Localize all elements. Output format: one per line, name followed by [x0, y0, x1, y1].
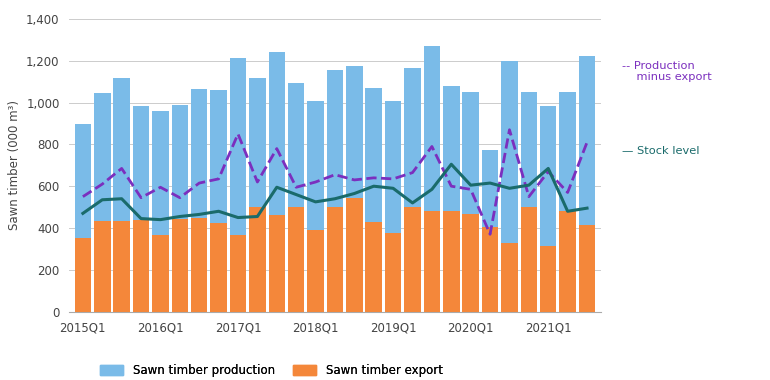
Bar: [132, 106, 149, 312]
Bar: [132, 220, 149, 312]
Bar: [75, 124, 91, 312]
Bar: [559, 211, 576, 312]
Bar: [152, 111, 169, 312]
Bar: [249, 207, 266, 312]
Bar: [443, 86, 460, 312]
Bar: [404, 68, 420, 312]
Bar: [579, 225, 595, 312]
Y-axis label: Sawn timber (000 m³): Sawn timber (000 m³): [8, 100, 21, 230]
Bar: [307, 230, 324, 312]
Bar: [424, 211, 440, 312]
Bar: [307, 100, 324, 312]
Bar: [210, 90, 227, 312]
Bar: [501, 243, 517, 312]
Bar: [424, 46, 440, 312]
Bar: [366, 222, 382, 312]
Bar: [172, 218, 188, 312]
Bar: [113, 78, 130, 312]
Text: -- Production
    minus export: -- Production minus export: [622, 61, 711, 82]
Bar: [288, 83, 304, 312]
Bar: [559, 92, 576, 312]
Bar: [229, 235, 246, 312]
Bar: [152, 235, 169, 312]
Bar: [172, 105, 188, 312]
Bar: [404, 207, 420, 312]
Bar: [521, 92, 537, 312]
Bar: [443, 211, 460, 312]
Bar: [385, 233, 401, 312]
Bar: [346, 66, 363, 312]
Bar: [94, 93, 111, 312]
Bar: [482, 227, 498, 312]
Bar: [521, 207, 537, 312]
Bar: [288, 207, 304, 312]
Bar: [191, 217, 207, 312]
Bar: [482, 150, 498, 312]
Text: — Stock level: — Stock level: [622, 146, 699, 156]
Bar: [540, 246, 557, 312]
Bar: [346, 198, 363, 312]
Bar: [75, 239, 91, 312]
Bar: [94, 221, 111, 312]
Bar: [366, 88, 382, 312]
Bar: [326, 70, 343, 312]
Bar: [210, 223, 227, 312]
Legend: Sawn timber production, Sawn timber export: Sawn timber production, Sawn timber expo…: [95, 359, 447, 380]
Bar: [385, 100, 401, 312]
Bar: [269, 215, 285, 312]
Bar: [326, 207, 343, 312]
Bar: [113, 221, 130, 312]
Bar: [229, 58, 246, 312]
Bar: [501, 61, 517, 312]
Bar: [269, 52, 285, 312]
Bar: [540, 106, 557, 312]
Bar: [249, 78, 266, 312]
Bar: [463, 214, 479, 312]
Bar: [191, 89, 207, 312]
Bar: [579, 55, 595, 312]
Bar: [463, 92, 479, 312]
